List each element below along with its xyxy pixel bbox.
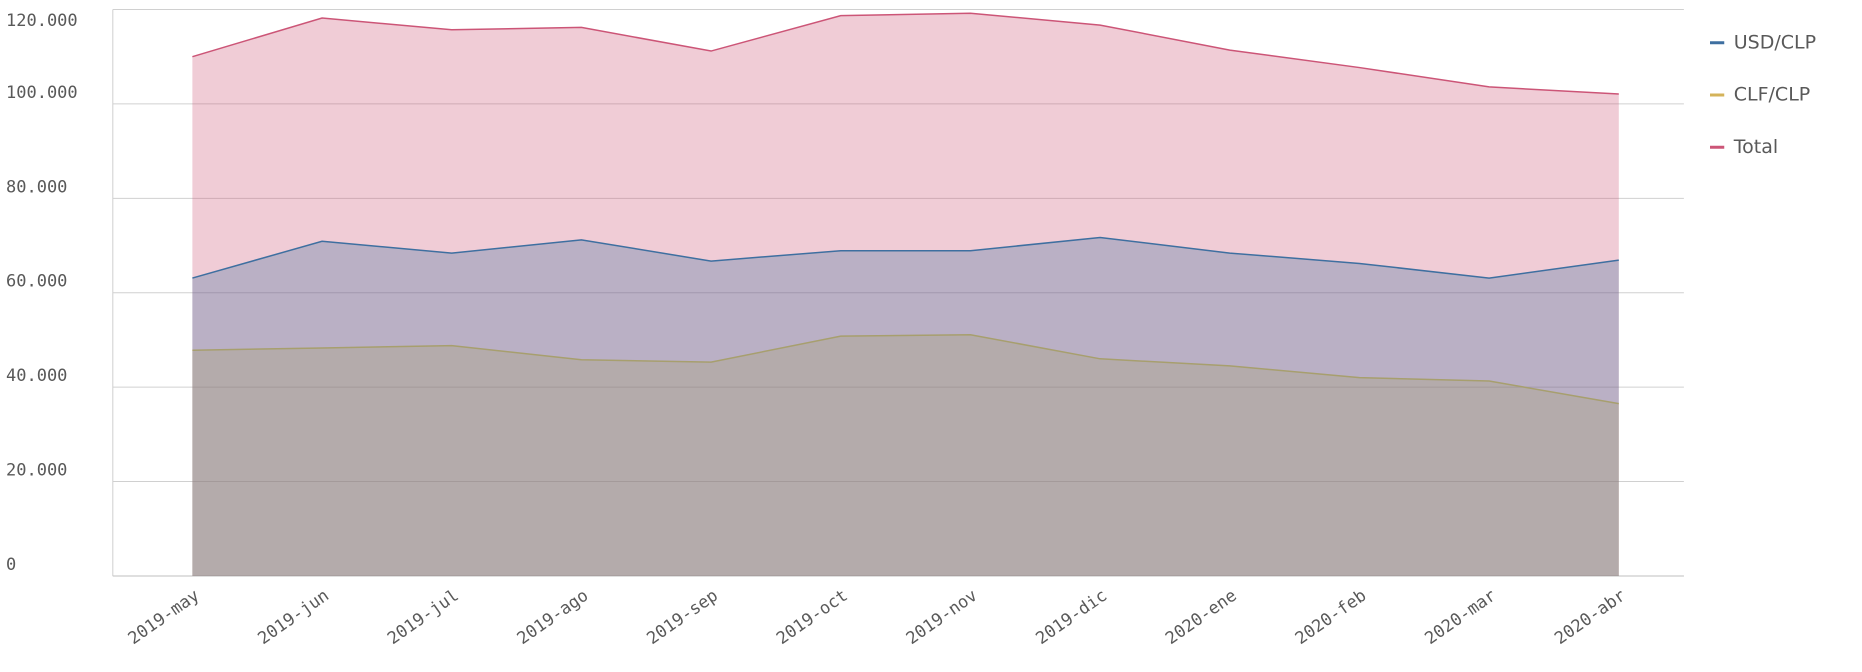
x-tick-label: 2020-abr xyxy=(1551,586,1630,649)
y-tick-label: 120.000 xyxy=(6,11,78,31)
legend-label: USD/CLP xyxy=(1734,31,1816,53)
legend-label: CLF/CLP xyxy=(1734,84,1811,106)
line xyxy=(192,12,1619,95)
y-tick-label: 100.000 xyxy=(6,83,78,103)
x-tick-label: 2020-mar xyxy=(1421,586,1500,649)
x-tick-label: 2019-may xyxy=(125,586,204,649)
y-tick-label: 0 xyxy=(6,555,16,575)
x-tick-label: 2019-jun xyxy=(254,586,333,649)
x-tick-label: 2019-nov xyxy=(903,586,982,649)
x-tick-label: 2019-ago xyxy=(514,586,593,649)
area xyxy=(192,237,1619,576)
x-tick-label: 2019-dic xyxy=(1032,586,1111,649)
y-tick-label: 80.000 xyxy=(6,177,67,197)
line xyxy=(192,333,1619,405)
x-tick-label: 2020-ene xyxy=(1162,586,1241,649)
x-tick-label: 2019-jul xyxy=(384,586,463,649)
legend-label: Total xyxy=(1733,136,1778,158)
area xyxy=(192,334,1619,576)
y-tick-label: 40.000 xyxy=(6,366,67,386)
x-tick-label: 2020-feb xyxy=(1292,586,1371,649)
line xyxy=(192,236,1619,279)
area xyxy=(192,13,1619,576)
x-tick-label: 2019-oct xyxy=(773,586,852,649)
y-tick-label: 20.000 xyxy=(6,461,67,481)
x-tick-label: 2019-sep xyxy=(643,586,722,649)
y-tick-label: 60.000 xyxy=(6,272,67,292)
